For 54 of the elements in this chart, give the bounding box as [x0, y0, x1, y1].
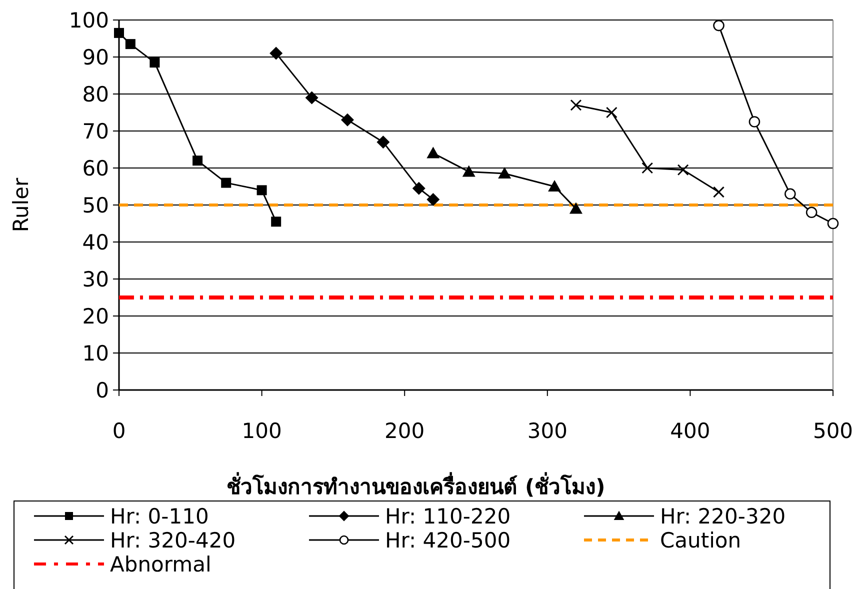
point: [548, 180, 562, 192]
point: [271, 216, 282, 227]
point: [192, 156, 203, 166]
point: [713, 186, 725, 198]
y-axis-title: Ruler: [9, 177, 33, 232]
point: [642, 162, 654, 174]
point: [606, 106, 618, 118]
point: [806, 206, 818, 218]
point: [426, 146, 440, 158]
x-tick-label: 500: [812, 419, 854, 443]
y-tick-label: 40: [82, 230, 109, 254]
x-tick-label: 300: [527, 419, 568, 443]
y-tick-label: 30: [82, 267, 109, 292]
point: [221, 178, 232, 188]
point: [376, 136, 390, 149]
point: [125, 39, 136, 50]
legend-label: Caution: [660, 528, 742, 552]
y-tick-label: 0: [96, 378, 109, 402]
point: [748, 116, 760, 128]
y-tick-label: 60: [82, 156, 109, 180]
point: [462, 165, 476, 177]
y-tick-label: 50: [82, 193, 109, 218]
point: [569, 202, 582, 214]
point: [412, 182, 426, 195]
point: [498, 167, 512, 179]
y-tick-label: 90: [82, 45, 109, 70]
point: [270, 46, 283, 60]
legend-label: Hr: 110-220: [385, 504, 511, 528]
legend-label: Abnormal: [110, 552, 212, 576]
y-tick-label: 10: [82, 341, 109, 366]
point: [827, 218, 839, 230]
y-tick-label: 20: [82, 304, 109, 328]
legend-label: Hr: 0-110: [110, 504, 209, 528]
point: [426, 192, 440, 206]
point: [677, 164, 689, 176]
x-tick-label: 200: [384, 419, 425, 443]
x-tick-label: 100: [242, 419, 282, 443]
legend-label: Hr: 420-500: [385, 528, 511, 552]
point: [256, 185, 267, 196]
x-tick-label: 400: [670, 419, 710, 443]
point: [114, 28, 124, 38]
x-tick-label: 0: [112, 419, 126, 443]
legend-label: Hr: 220-320: [660, 504, 786, 528]
legend-label: Hr: 320-420: [110, 528, 236, 552]
point: [784, 188, 796, 200]
x-axis-title: ชั่วโมงการทำงานของเครื่องยนต์ (ชั่วโมง): [226, 471, 606, 499]
y-tick-label: 80: [82, 82, 109, 106]
point: [713, 20, 724, 32]
y-tick-label: 70: [82, 119, 109, 144]
point: [305, 91, 318, 104]
y-tick-label: 100: [68, 8, 109, 32]
point: [570, 99, 582, 111]
point: [340, 113, 354, 126]
point: [150, 58, 160, 68]
